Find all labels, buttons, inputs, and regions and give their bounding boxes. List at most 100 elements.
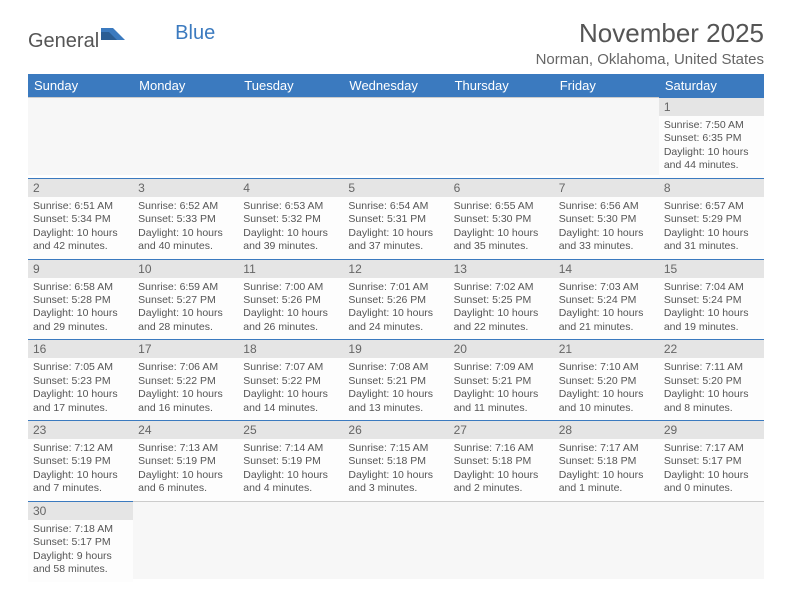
- sunset-text: Sunset: 5:17 PM: [33, 536, 128, 549]
- day-body: Sunrise: 7:17 AMSunset: 5:18 PMDaylight:…: [554, 439, 659, 501]
- sunset-text: Sunset: 5:26 PM: [243, 294, 338, 307]
- calendar-page: General Blue November 2025 Norman, Oklah…: [0, 0, 792, 582]
- day-number: 1: [659, 97, 764, 116]
- empty-cell: [343, 501, 448, 579]
- daylight-text: Daylight: 9 hours: [33, 550, 128, 563]
- sunset-text: Sunset: 5:19 PM: [138, 455, 233, 468]
- weekday-header: Sunday: [28, 74, 133, 97]
- weekday-header: Friday: [554, 74, 659, 97]
- day-body: Sunrise: 6:51 AMSunset: 5:34 PMDaylight:…: [28, 197, 133, 259]
- day-number: 8: [659, 178, 764, 197]
- calendar-cell: 26Sunrise: 7:15 AMSunset: 5:18 PMDayligh…: [343, 420, 448, 501]
- calendar-cell: 10Sunrise: 6:59 AMSunset: 5:27 PMDayligh…: [133, 259, 238, 340]
- calendar-cell: [238, 97, 343, 178]
- sunrise-text: Sunrise: 7:07 AM: [243, 361, 338, 374]
- sunset-text: Sunset: 5:20 PM: [559, 375, 654, 388]
- day-number: 21: [554, 339, 659, 358]
- daylight-text: and 31 minutes.: [664, 240, 759, 253]
- daylight-text: Daylight: 10 hours: [454, 307, 549, 320]
- day-body: Sunrise: 7:18 AMSunset: 5:17 PMDaylight:…: [28, 520, 133, 582]
- empty-cell: [554, 501, 659, 579]
- day-number: 3: [133, 178, 238, 197]
- calendar-cell: 12Sunrise: 7:01 AMSunset: 5:26 PMDayligh…: [343, 259, 448, 340]
- daylight-text: Daylight: 10 hours: [559, 227, 654, 240]
- day-number: 4: [238, 178, 343, 197]
- empty-cell: [133, 501, 238, 579]
- daylight-text: and 4 minutes.: [243, 482, 338, 495]
- sunrise-text: Sunrise: 7:01 AM: [348, 281, 443, 294]
- sunrise-text: Sunrise: 7:05 AM: [33, 361, 128, 374]
- sunset-text: Sunset: 5:18 PM: [559, 455, 654, 468]
- sunrise-text: Sunrise: 7:50 AM: [664, 119, 759, 132]
- daylight-text: and 37 minutes.: [348, 240, 443, 253]
- daylight-text: and 42 minutes.: [33, 240, 128, 253]
- empty-cell: [133, 97, 238, 175]
- daylight-text: Daylight: 10 hours: [454, 227, 549, 240]
- daylight-text: and 13 minutes.: [348, 402, 443, 415]
- sunrise-text: Sunrise: 7:03 AM: [559, 281, 654, 294]
- day-body: Sunrise: 7:04 AMSunset: 5:24 PMDaylight:…: [659, 278, 764, 340]
- day-number: 29: [659, 420, 764, 439]
- daylight-text: Daylight: 10 hours: [664, 307, 759, 320]
- daylight-text: Daylight: 10 hours: [348, 227, 443, 240]
- day-body: Sunrise: 7:06 AMSunset: 5:22 PMDaylight:…: [133, 358, 238, 420]
- calendar-week-row: 23Sunrise: 7:12 AMSunset: 5:19 PMDayligh…: [28, 420, 764, 501]
- calendar-cell: 28Sunrise: 7:17 AMSunset: 5:18 PMDayligh…: [554, 420, 659, 501]
- daylight-text: and 44 minutes.: [664, 159, 759, 172]
- day-number: 10: [133, 259, 238, 278]
- calendar-week-row: 1Sunrise: 7:50 AMSunset: 6:35 PMDaylight…: [28, 97, 764, 178]
- calendar-cell: [554, 501, 659, 582]
- calendar-table: Sunday Monday Tuesday Wednesday Thursday…: [28, 74, 764, 582]
- sunset-text: Sunset: 5:32 PM: [243, 213, 338, 226]
- empty-cell: [238, 501, 343, 579]
- sunrise-text: Sunrise: 6:59 AM: [138, 281, 233, 294]
- day-number: 23: [28, 420, 133, 439]
- sunrise-text: Sunrise: 7:02 AM: [454, 281, 549, 294]
- calendar-cell: [659, 501, 764, 582]
- day-body: Sunrise: 7:14 AMSunset: 5:19 PMDaylight:…: [238, 439, 343, 501]
- day-body: Sunrise: 7:10 AMSunset: 5:20 PMDaylight:…: [554, 358, 659, 420]
- daylight-text: and 14 minutes.: [243, 402, 338, 415]
- sunrise-text: Sunrise: 7:11 AM: [664, 361, 759, 374]
- daylight-text: and 24 minutes.: [348, 321, 443, 334]
- day-body: Sunrise: 7:02 AMSunset: 5:25 PMDaylight:…: [449, 278, 554, 340]
- day-number: 7: [554, 178, 659, 197]
- daylight-text: and 28 minutes.: [138, 321, 233, 334]
- calendar-cell: [343, 501, 448, 582]
- daylight-text: and 35 minutes.: [454, 240, 549, 253]
- empty-cell: [659, 501, 764, 579]
- sunset-text: Sunset: 5:21 PM: [348, 375, 443, 388]
- calendar-cell: 14Sunrise: 7:03 AMSunset: 5:24 PMDayligh…: [554, 259, 659, 340]
- day-number: 14: [554, 259, 659, 278]
- calendar-cell: 5Sunrise: 6:54 AMSunset: 5:31 PMDaylight…: [343, 178, 448, 259]
- calendar-cell: 11Sunrise: 7:00 AMSunset: 5:26 PMDayligh…: [238, 259, 343, 340]
- daylight-text: and 21 minutes.: [559, 321, 654, 334]
- weekday-header: Monday: [133, 74, 238, 97]
- sunrise-text: Sunrise: 7:09 AM: [454, 361, 549, 374]
- daylight-text: Daylight: 10 hours: [664, 469, 759, 482]
- calendar-week-row: 2Sunrise: 6:51 AMSunset: 5:34 PMDaylight…: [28, 178, 764, 259]
- sunset-text: Sunset: 5:26 PM: [348, 294, 443, 307]
- sunrise-text: Sunrise: 7:04 AM: [664, 281, 759, 294]
- sunset-text: Sunset: 5:30 PM: [454, 213, 549, 226]
- daylight-text: and 2 minutes.: [454, 482, 549, 495]
- sunrise-text: Sunrise: 6:54 AM: [348, 200, 443, 213]
- day-body: Sunrise: 7:09 AMSunset: 5:21 PMDaylight:…: [449, 358, 554, 420]
- calendar-cell: 8Sunrise: 6:57 AMSunset: 5:29 PMDaylight…: [659, 178, 764, 259]
- sunset-text: Sunset: 5:19 PM: [243, 455, 338, 468]
- sunrise-text: Sunrise: 6:51 AM: [33, 200, 128, 213]
- location: Norman, Oklahoma, United States: [536, 51, 764, 68]
- sunrise-text: Sunrise: 7:08 AM: [348, 361, 443, 374]
- calendar-week-row: 16Sunrise: 7:05 AMSunset: 5:23 PMDayligh…: [28, 339, 764, 420]
- day-number: 12: [343, 259, 448, 278]
- sunset-text: Sunset: 5:29 PM: [664, 213, 759, 226]
- calendar-cell: 2Sunrise: 6:51 AMSunset: 5:34 PMDaylight…: [28, 178, 133, 259]
- sunset-text: Sunset: 6:35 PM: [664, 132, 759, 145]
- calendar-cell: 15Sunrise: 7:04 AMSunset: 5:24 PMDayligh…: [659, 259, 764, 340]
- calendar-week-row: 9Sunrise: 6:58 AMSunset: 5:28 PMDaylight…: [28, 259, 764, 340]
- day-number: 25: [238, 420, 343, 439]
- sunset-text: Sunset: 5:20 PM: [664, 375, 759, 388]
- daylight-text: Daylight: 10 hours: [33, 227, 128, 240]
- sunrise-text: Sunrise: 7:14 AM: [243, 442, 338, 455]
- daylight-text: Daylight: 10 hours: [559, 469, 654, 482]
